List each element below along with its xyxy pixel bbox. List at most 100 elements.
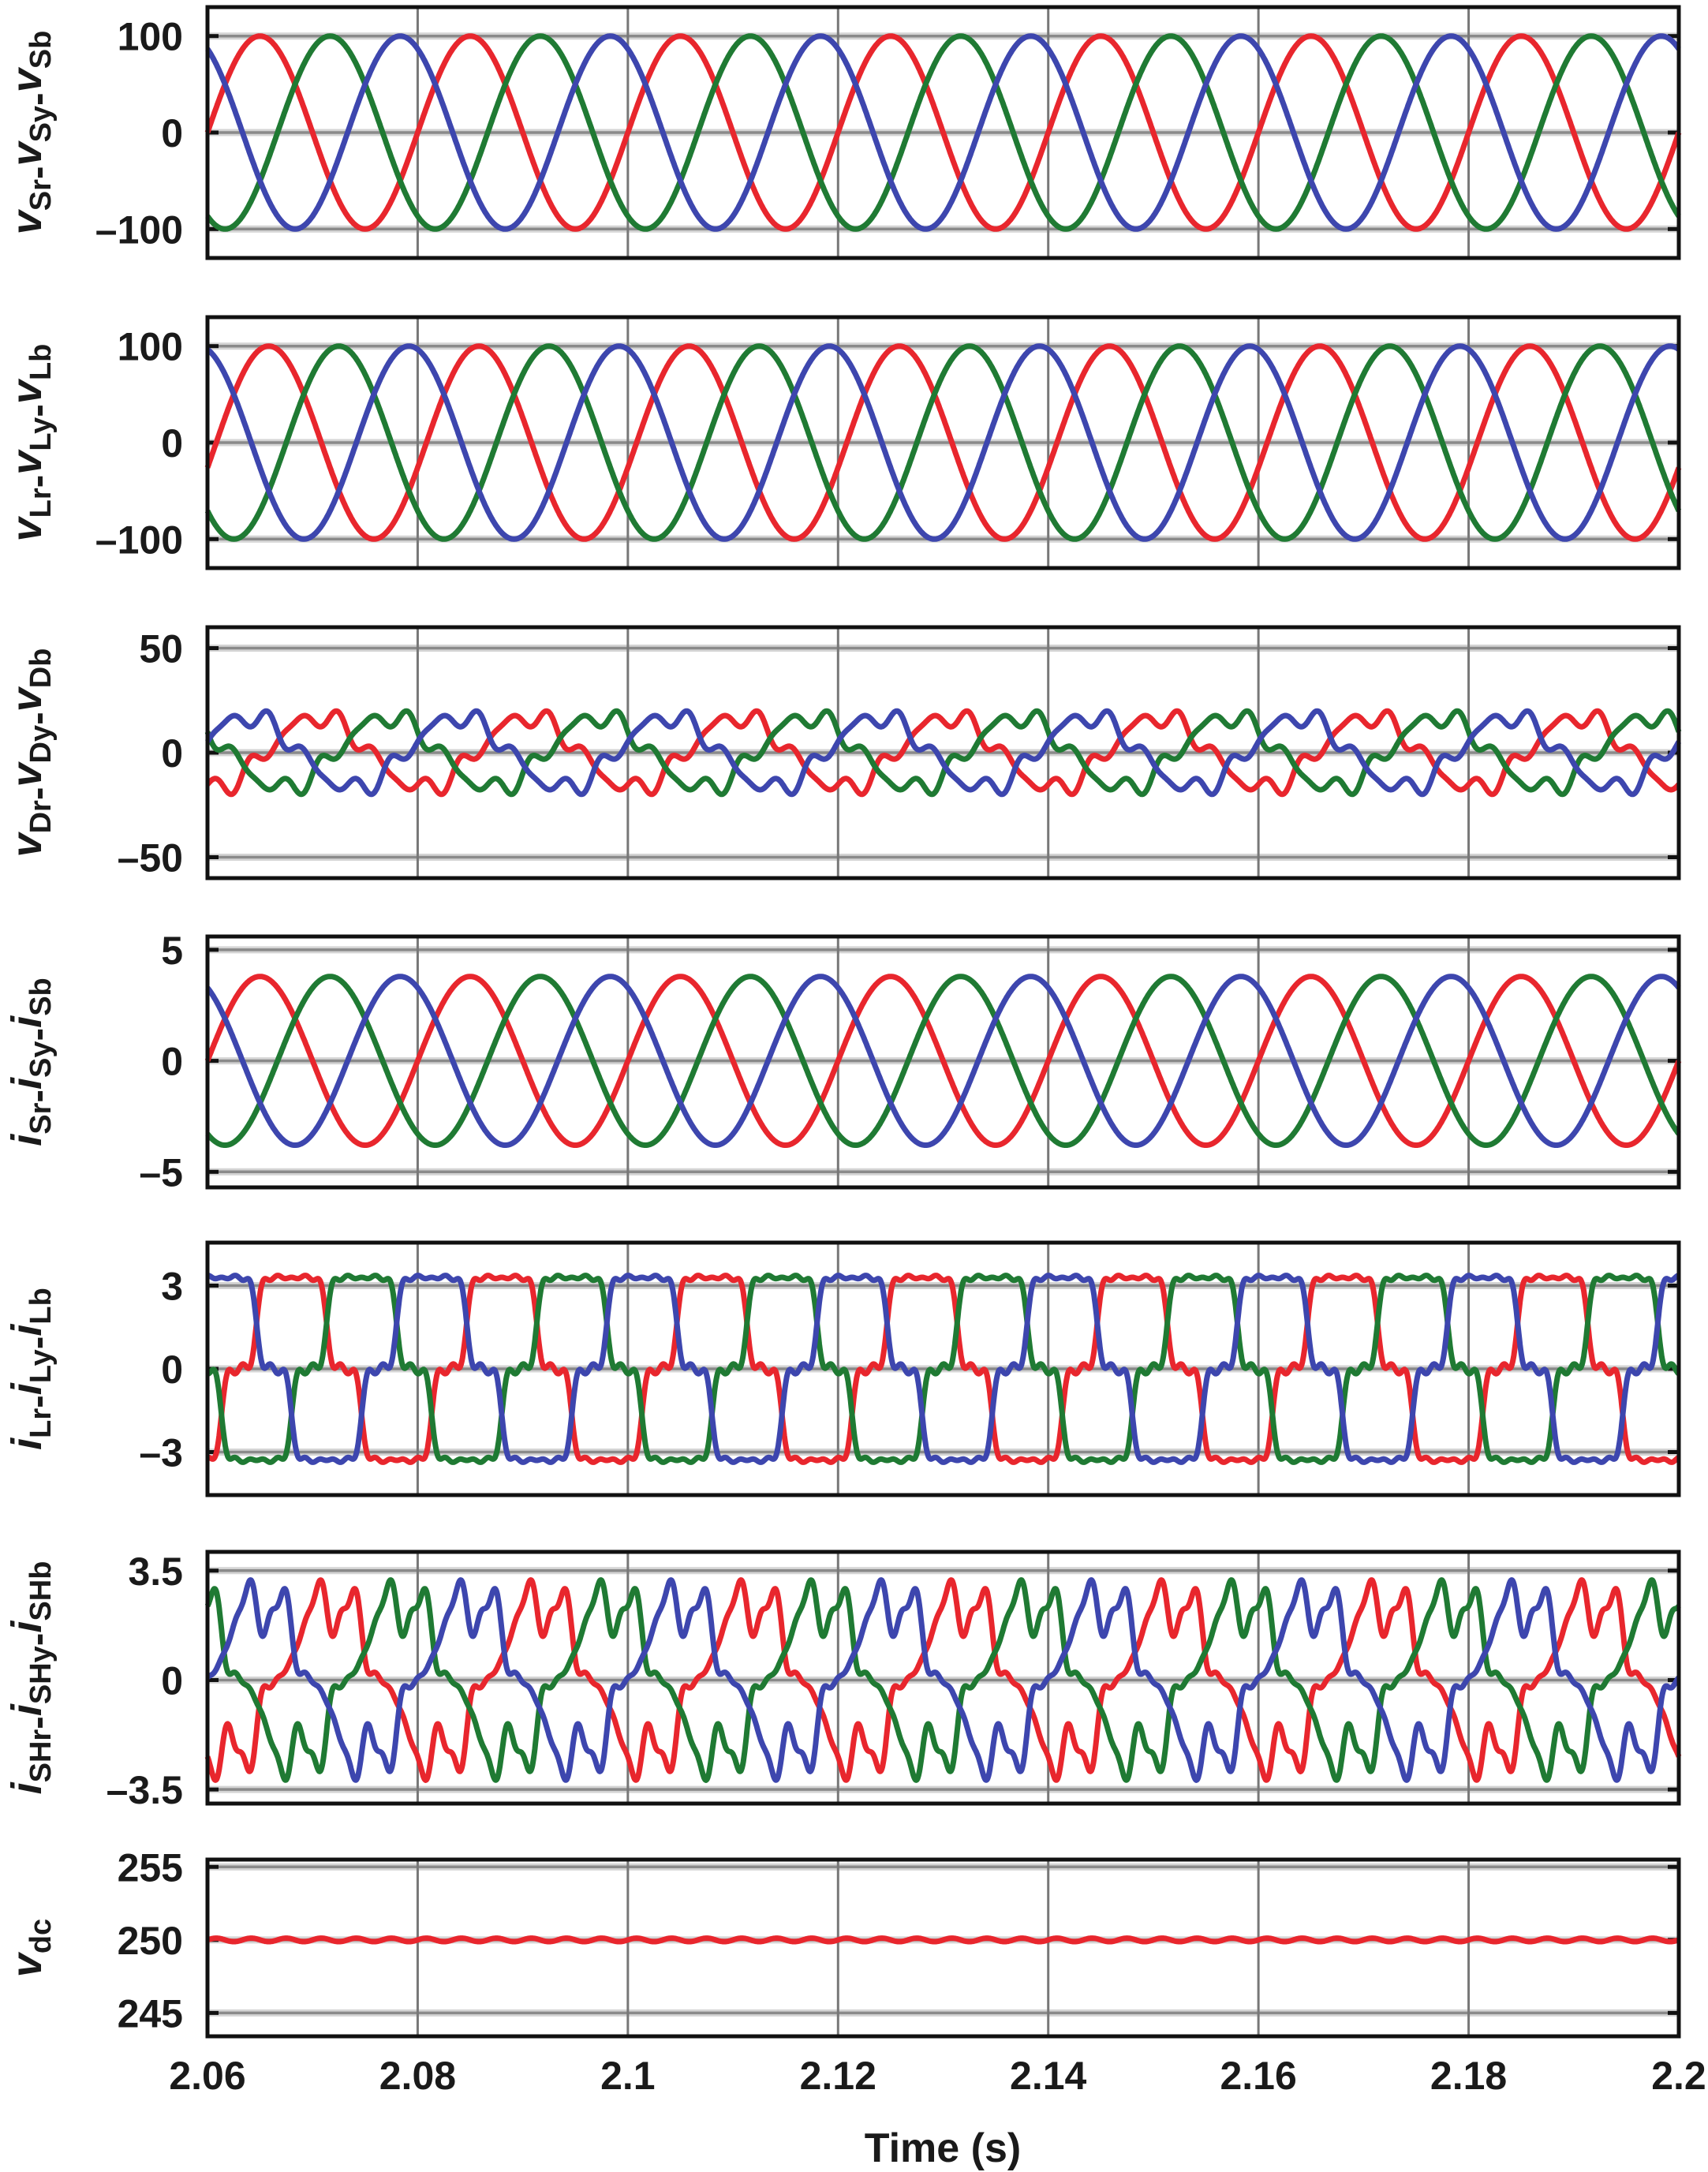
y-label-subscript: Lb xyxy=(24,1288,58,1324)
y-tick-label: 3.5 xyxy=(128,1550,183,1594)
series-line-y xyxy=(205,33,1681,232)
y-label-symbol: i xyxy=(3,1781,50,1794)
y-label-subscript: Ly xyxy=(24,417,58,451)
y-label-symbol: i xyxy=(3,1382,50,1395)
y-label-separator: - xyxy=(15,1336,59,1350)
y-tick-label: –100 xyxy=(95,207,183,252)
series-line-y xyxy=(204,343,1682,542)
y-label-subscript: Dy xyxy=(24,725,58,764)
y-tick-label: 0 xyxy=(161,111,183,155)
y-tick-label: –100 xyxy=(95,518,183,562)
y-tick-label: 100 xyxy=(118,15,183,59)
y-tick-label: –3 xyxy=(139,1430,183,1475)
y-label-subscript: SHr xyxy=(24,1729,58,1783)
series-line-r xyxy=(205,1273,1681,1465)
y-label-separator: - xyxy=(15,1633,59,1647)
y-label-symbol: i xyxy=(3,1324,50,1336)
y-label-subscript: Ly xyxy=(24,1349,58,1383)
y-label-symbol: v xyxy=(3,761,50,787)
y-label-subscript: Lr xyxy=(24,488,58,518)
y-label-symbol: v xyxy=(3,831,50,857)
series-line-y xyxy=(205,1273,1681,1465)
x-tick-label: 2.1 xyxy=(600,2054,656,2098)
subplot-1: 100 0 –100 vSr-vSy-vSb xyxy=(3,5,1682,260)
plot-area xyxy=(207,1860,1679,2036)
series-line-b xyxy=(205,33,1681,232)
plot-frame xyxy=(205,1240,1681,1497)
y-label-subscript: Sb xyxy=(24,978,58,1016)
y-label-separator: - xyxy=(15,1028,59,1041)
y-label-subscript: dc xyxy=(24,1919,58,1953)
x-tick-label: 2.18 xyxy=(1430,2054,1507,2098)
x-tick-label: 2.2 xyxy=(1651,2054,1706,2098)
series-line-y xyxy=(205,974,1681,1148)
y-label-subscript: Sr xyxy=(24,1102,58,1134)
series-line-r xyxy=(205,1935,1681,1945)
series-line-r xyxy=(205,708,1681,798)
plot-frame xyxy=(205,1857,1681,2039)
y-label-symbol: v xyxy=(3,208,50,234)
y-tick-label: 0 xyxy=(161,731,183,776)
series-line-y xyxy=(204,1577,1681,1783)
y-label-separator: - xyxy=(15,166,59,179)
y-axis-label: vDr-vDy-vDb xyxy=(3,649,59,858)
y-axis-label: iLr-iLy-iLb xyxy=(3,1288,59,1450)
y-label-separator: - xyxy=(15,712,59,725)
y-label-symbol: v xyxy=(3,515,50,541)
y-tick-label: 5 xyxy=(161,929,183,973)
series-line-b xyxy=(205,343,1681,542)
plot-frame xyxy=(205,5,1681,260)
y-tick-label: 245 xyxy=(118,1991,183,2036)
y-label-subscript: Sy xyxy=(24,106,58,142)
y-tick-label: 0 xyxy=(161,1348,183,1392)
subplots: 1000–100vSr-vSy-vSb1000–100vLr-vLy-vLb50… xyxy=(3,5,1682,2039)
x-axis: 2.06 2.08 2.1 2.12 2.14 2.16 2.18 2.2 xyxy=(169,2054,1706,2098)
y-label-symbol: v xyxy=(3,449,50,475)
y-tick-label: 0 xyxy=(161,1040,183,1084)
y-label-separator: - xyxy=(15,1395,59,1408)
x-tick-label: 2.14 xyxy=(1010,2054,1087,2098)
y-tick-label: 3 xyxy=(161,1265,183,1309)
y-label-separator: - xyxy=(15,787,59,801)
x-tick-label: 2.08 xyxy=(379,2054,456,2098)
y-label-subscript: Lr xyxy=(24,1408,58,1438)
series-line-r xyxy=(204,33,1682,232)
y-label-symbol: i xyxy=(3,1621,50,1633)
y-label-symbol: i xyxy=(3,1015,50,1028)
y-label-subscript: Sr xyxy=(24,179,58,211)
y-label-separator: - xyxy=(15,92,59,106)
y-label-subscript: Db xyxy=(24,649,58,689)
y-tick-label: 0 xyxy=(161,421,183,465)
y-axis-label: iSr-iSy-iSb xyxy=(3,978,59,1146)
y-tick-label: 250 xyxy=(118,1919,183,1963)
y-label-symbol: v xyxy=(3,686,50,712)
plot-frame xyxy=(205,315,1681,570)
y-label-separator: - xyxy=(15,1090,59,1103)
y-label-symbol: v xyxy=(3,378,50,404)
y-axis-label: vLr-vLy-vLb xyxy=(3,344,59,542)
y-tick-label: –3.5 xyxy=(107,1768,183,1812)
y-label-symbol: v xyxy=(3,1951,50,1977)
y-label-subscript: Lb xyxy=(24,344,58,380)
x-tick-label: 2.16 xyxy=(1220,2054,1296,2098)
y-axis-label: vSr-vSy-vSb xyxy=(3,31,59,235)
x-tick-label: 2.12 xyxy=(800,2054,876,2098)
plot-frame xyxy=(205,625,1681,880)
y-label-separator: - xyxy=(15,475,59,488)
y-tick-label: 100 xyxy=(118,325,183,369)
x-axis-label: Time (s) xyxy=(865,2125,1021,2171)
series-line-b xyxy=(205,708,1682,798)
plot-frame xyxy=(205,934,1681,1190)
y-label-symbol: v xyxy=(3,140,50,166)
y-label-subscript: Dr xyxy=(24,800,58,833)
series-line-r xyxy=(204,1577,1682,1783)
y-label-subscript: SHb xyxy=(24,1561,58,1621)
series-line-r xyxy=(204,974,1682,1148)
y-tick-label: 0 xyxy=(161,1658,183,1703)
plot-frame xyxy=(205,1550,1681,1806)
y-label-symbol: v xyxy=(3,66,50,92)
